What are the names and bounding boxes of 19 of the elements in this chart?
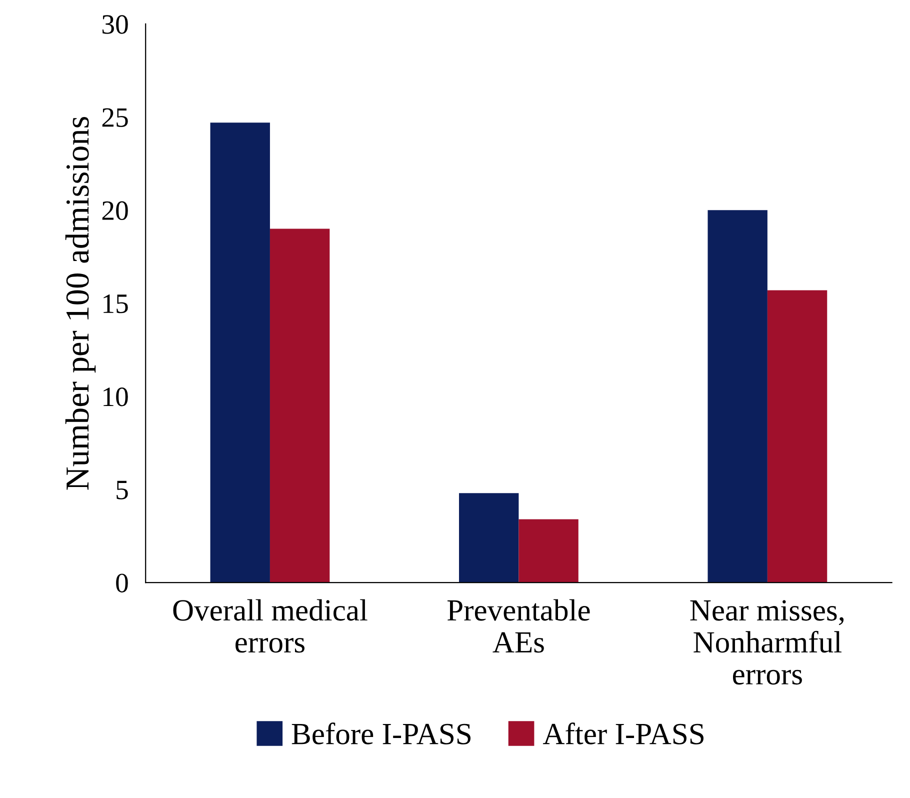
y-axis-title: Number per 100 admissions bbox=[65, 116, 96, 490]
y-tick-label: 10 bbox=[104, 388, 128, 406]
x-tick-label: Near misses, Nonharmful errors bbox=[690, 600, 844, 685]
legend-label: Before I-PASS bbox=[292, 722, 471, 744]
x-tick-label: Overall medical errors bbox=[173, 599, 368, 653]
bar bbox=[270, 228, 330, 583]
bar bbox=[767, 290, 828, 583]
bar bbox=[210, 122, 270, 583]
bar bbox=[459, 493, 519, 583]
legend-label: After I-PASS bbox=[542, 722, 704, 744]
y-tick-label: 5 bbox=[116, 480, 128, 500]
bar bbox=[708, 210, 768, 583]
y-tick-label: 0 bbox=[116, 574, 128, 592]
x-tick-label: Preventable AEs bbox=[447, 599, 590, 653]
bar bbox=[518, 519, 578, 583]
y-tick-label: 20 bbox=[102, 201, 128, 220]
y-tick-label: 25 bbox=[102, 108, 128, 127]
y-tick-label: 15 bbox=[104, 294, 128, 314]
y-tick-label: 30 bbox=[102, 15, 128, 34]
